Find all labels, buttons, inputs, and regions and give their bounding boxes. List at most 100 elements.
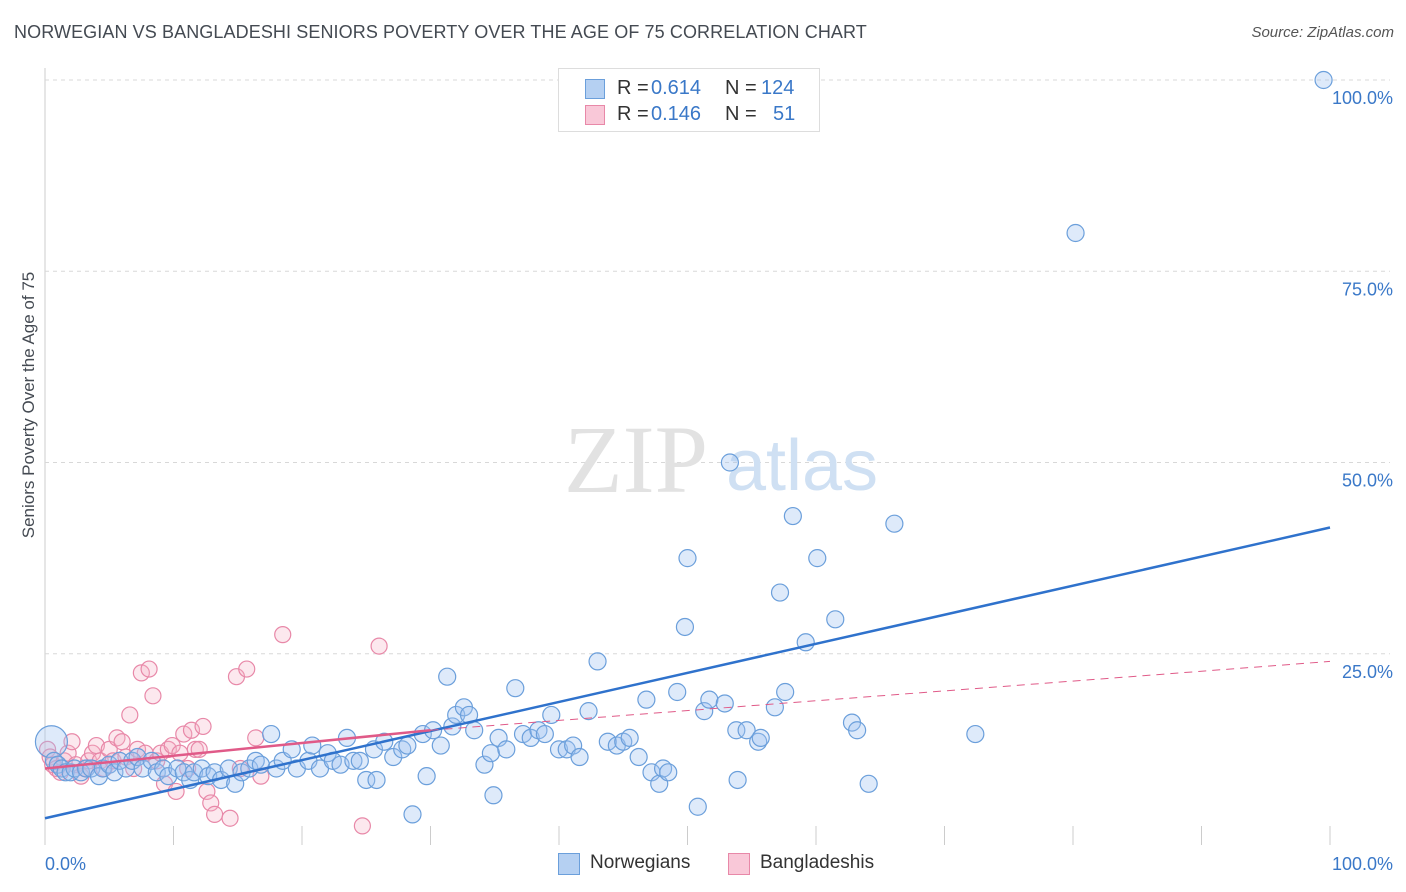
data-point-norwegians	[808, 549, 827, 568]
x-tick-label: 100.0%	[1332, 854, 1393, 874]
data-point-norwegians	[475, 755, 494, 774]
bangladeshis-swatch	[585, 105, 605, 125]
data-point-bangladeshis	[247, 729, 265, 747]
n-label: N =	[725, 103, 757, 125]
data-point-norwegians	[570, 747, 589, 767]
data-point-norwegians	[357, 770, 376, 790]
norwegians-points	[34, 70, 1333, 824]
data-point-norwegians	[564, 736, 583, 755]
trend-line-norwegians	[44, 526, 1331, 820]
chart-title: NORWEGIAN VS BANGLADESHI SENIORS POVERTY…	[14, 22, 867, 42]
data-point-norwegians	[438, 667, 457, 686]
gridlines	[44, 68, 1390, 845]
data-point-norwegians	[728, 770, 747, 790]
data-point-norwegians	[398, 736, 417, 755]
data-point-norwegians	[350, 751, 369, 770]
data-point-norwegians	[885, 514, 904, 533]
r-label: R =	[617, 103, 649, 125]
data-point-bangladeshis	[113, 733, 131, 751]
data-point-norwegians	[367, 770, 386, 790]
y-tick-label: 50.0%	[1342, 471, 1393, 491]
data-point-norwegians	[344, 751, 363, 770]
data-point-norwegians	[535, 724, 554, 744]
data-point-norwegians	[303, 736, 322, 755]
n-value: 51	[773, 103, 796, 125]
data-point-norwegians	[105, 763, 124, 782]
r-value: 0.614	[651, 77, 702, 99]
data-point-norwegians	[447, 705, 466, 725]
data-point-norwegians	[720, 453, 740, 472]
y-tick-label: 25.0%	[1342, 662, 1393, 682]
data-point-norwegians	[417, 767, 436, 786]
watermark-zip: ZIP	[564, 406, 708, 513]
data-point-norwegians	[620, 728, 639, 748]
data-point-norwegians	[481, 744, 500, 763]
data-point-norwegians	[403, 805, 422, 824]
data-point-norwegians	[737, 721, 756, 740]
data-point-norwegians	[715, 694, 734, 713]
data-point-norwegians	[765, 698, 784, 717]
data-point-norwegians	[588, 652, 607, 671]
watermark-atlas: atlas	[726, 426, 878, 506]
data-point-norwegians	[668, 682, 687, 702]
data-point-bangladeshis	[171, 744, 189, 762]
y-tick-label: 75.0%	[1342, 279, 1393, 299]
data-point-norwegians	[484, 786, 503, 805]
axis-tick-labels: 100.0% 75.0% 50.0% 25.0% 0.0% 100.0%	[45, 88, 1393, 874]
n-label: N =	[725, 77, 757, 99]
source-label: Source: ZipAtlas.com	[1251, 24, 1394, 41]
r-value: 0.146	[651, 103, 702, 125]
data-point-bangladeshis	[121, 706, 139, 724]
trend-line-bangladeshis	[44, 729, 431, 770]
data-point-norwegians	[506, 679, 525, 698]
data-point-bangladeshis	[353, 817, 371, 835]
data-point-bangladeshis	[175, 725, 193, 743]
r-label: R =	[617, 77, 649, 99]
data-point-norwegians	[598, 732, 617, 751]
data-point-bangladeshis	[132, 664, 150, 682]
data-point-bangladeshis	[238, 660, 256, 678]
data-point-bangladeshis	[140, 660, 158, 678]
norwegians-legend-label: Norwegians	[590, 852, 691, 873]
data-point-norwegians	[431, 736, 450, 755]
data-point-norwegians	[751, 728, 770, 748]
data-point-norwegians	[262, 724, 281, 744]
data-point-bangladeshis	[206, 805, 224, 824]
bangladeshis-legend-swatch	[728, 853, 750, 875]
data-point-norwegians	[675, 617, 695, 637]
norwegians-legend-swatch	[558, 853, 580, 875]
data-point-norwegians	[776, 682, 795, 702]
data-point-norwegians	[770, 583, 790, 602]
data-point-norwegians	[848, 721, 867, 740]
x-tick-label: 0.0%	[45, 854, 86, 874]
stats-legend: R = 0.614 N = 124 R = 0.146 N = 51	[558, 68, 820, 132]
data-point-norwegians	[659, 763, 678, 782]
data-point-norwegians	[128, 747, 147, 767]
data-point-bangladeshis	[144, 687, 162, 705]
data-point-norwegians	[549, 740, 569, 759]
data-point-bangladeshis	[128, 740, 147, 758]
data-point-bangladeshis	[370, 637, 388, 655]
data-point-norwegians	[34, 725, 69, 759]
data-point-norwegians	[859, 774, 878, 793]
data-point-norwegians	[826, 610, 845, 629]
data-point-bangladeshis	[221, 809, 239, 827]
data-point-norwegians	[1066, 223, 1085, 243]
data-point-norwegians	[727, 721, 746, 740]
data-point-norwegians	[542, 705, 561, 725]
data-point-norwegians	[629, 747, 648, 767]
bangladeshis-points	[38, 626, 388, 835]
data-point-bangladeshis	[167, 782, 185, 801]
data-point-norwegians	[637, 690, 656, 709]
y-tick-label: 100.0%	[1332, 88, 1393, 108]
data-point-norwegians	[678, 549, 697, 568]
data-point-norwegians	[521, 728, 540, 748]
n-value: 124	[761, 77, 795, 99]
data-point-norwegians	[579, 702, 598, 721]
data-point-norwegians	[783, 506, 802, 526]
trend-line-bangladeshis-extrapolated	[430, 660, 1331, 731]
watermark: ZIP atlas	[564, 406, 878, 513]
data-point-norwegians	[688, 797, 707, 816]
data-point-norwegians	[695, 702, 714, 721]
